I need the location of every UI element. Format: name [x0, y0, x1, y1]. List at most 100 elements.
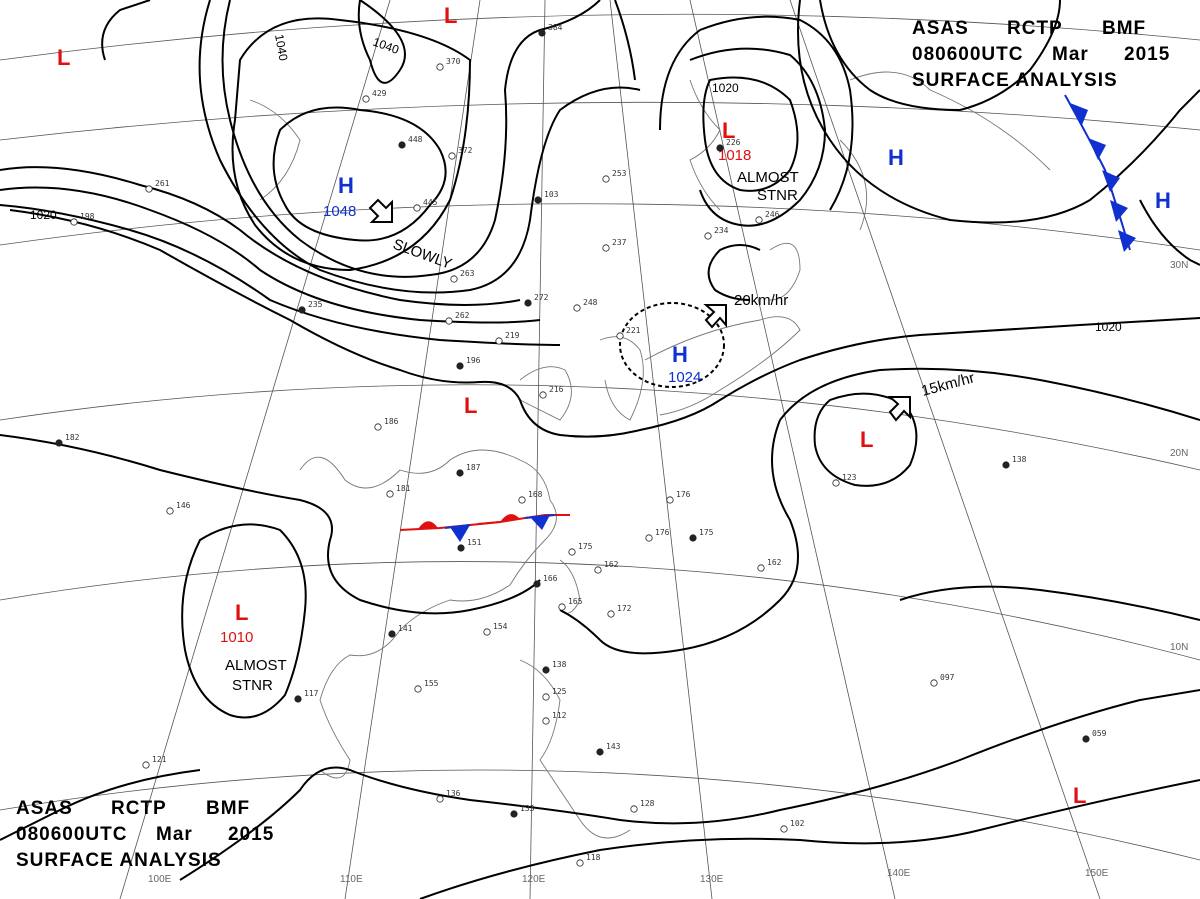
station-pressure: 123	[842, 473, 857, 482]
latitude-label: 20N	[1170, 448, 1188, 459]
station-pressure: 196	[466, 356, 481, 365]
header-year: 2015	[228, 824, 275, 845]
station-pressure: 143	[606, 742, 621, 751]
station-pressure: 272	[534, 293, 549, 302]
station-marker	[436, 795, 444, 803]
station-pressure: 175	[578, 542, 593, 551]
station-pressure: 235	[308, 300, 323, 309]
station-pressure: 151	[467, 538, 482, 547]
latitude-label: 30N	[1170, 260, 1188, 271]
station-marker	[542, 693, 550, 701]
station-pressure: 186	[384, 417, 399, 426]
station-pressure: 226	[726, 138, 741, 147]
motion-note: STNR	[757, 187, 798, 204]
low-center: L	[860, 427, 873, 452]
station-pressure: 253	[612, 169, 627, 178]
station-pressure: 138	[552, 660, 567, 669]
header-code: BMF	[206, 798, 251, 819]
coordinate-labels: 100E 110E 120E 130E 140E 150E 30N 20N 10…	[148, 260, 1188, 885]
station-pressure: 261	[155, 179, 170, 188]
station-marker	[780, 825, 788, 833]
pressure-systems: H 1048 H 1024 L 1018 L 1010 L H H L L L …	[57, 3, 1171, 808]
low-center: L	[1073, 783, 1086, 808]
station-marker	[689, 534, 697, 542]
station-marker	[1082, 735, 1090, 743]
station-marker	[542, 717, 550, 725]
station-pressure: 155	[424, 679, 439, 688]
motion-note: STNR	[232, 677, 273, 694]
header-agency: ASAS	[16, 798, 73, 819]
header-month: Mar	[156, 824, 193, 845]
isobar-label: 1040	[371, 35, 401, 57]
station-marker	[456, 469, 464, 477]
low-pressure-value: 1018	[718, 147, 751, 164]
motion-note: ALMOST	[225, 657, 287, 674]
station-marker	[495, 337, 503, 345]
isobar-label: 1040	[272, 33, 290, 62]
station-marker	[414, 685, 422, 693]
station-marker	[55, 439, 63, 447]
low-center: L	[57, 45, 70, 70]
station-pressure: 146	[176, 501, 191, 510]
station-marker	[538, 29, 546, 37]
header-title: SURFACE ANALYSIS	[912, 70, 1118, 91]
chart-header-top: ASAS RCTP BMF 080600UTC Mar 2015 SURFACE ANA…	[912, 16, 1187, 94]
station-pressure: 234	[714, 226, 729, 235]
high-center: H	[672, 342, 688, 367]
station-pressure: 221	[626, 326, 641, 335]
station-pressure: 154	[493, 622, 508, 631]
station-pressure: 370	[446, 57, 461, 66]
low-center: L	[444, 3, 457, 28]
station-marker	[524, 299, 532, 307]
low-center: L	[464, 393, 477, 418]
low-pressure-value: 1010	[220, 629, 253, 646]
station-pressure: 125	[552, 687, 567, 696]
isobar-label: 1020	[1095, 320, 1122, 334]
high-center: H	[888, 145, 904, 170]
station-pressure: 162	[767, 558, 782, 567]
station-pressure: 175	[699, 528, 714, 537]
station-marker	[630, 805, 638, 813]
stationary-front	[399, 514, 570, 542]
cold-front-northeast	[1064, 94, 1136, 252]
station-pressure: 172	[617, 604, 632, 613]
station-marker	[413, 204, 421, 212]
station-pressure: 181	[396, 484, 411, 493]
station-marker	[645, 534, 653, 542]
station-pressure: 128	[640, 799, 655, 808]
station-pressure: 176	[676, 490, 691, 499]
station-pressure: 138	[1012, 455, 1027, 464]
station-marker	[374, 423, 382, 431]
station-marker	[445, 317, 453, 325]
latitude-label: 10N	[1170, 642, 1188, 653]
station-marker	[607, 610, 615, 618]
station-pressure: 216	[549, 385, 564, 394]
station-marker	[518, 496, 526, 504]
station-marker	[602, 175, 610, 183]
station-marker	[666, 496, 674, 504]
station-pressure: 448	[408, 135, 423, 144]
motion-arrows	[368, 198, 911, 422]
motion-note: 15km/hr	[920, 369, 977, 399]
station-plots: 384 370 429 448 372 445 103 253 237 272 248 219 196 2…	[55, 23, 1107, 867]
station-pressure: 445	[423, 198, 438, 207]
header-time: 080600UTC	[16, 824, 128, 845]
longitude-label: 110E	[340, 874, 363, 885]
station-pressure: 097	[940, 673, 955, 682]
station-pressure: 429	[372, 89, 387, 98]
station-pressure: 248	[583, 298, 598, 307]
station-pressure: 141	[398, 624, 413, 633]
station-pressure: 121	[152, 755, 167, 764]
station-pressure: 165	[568, 597, 583, 606]
station-marker	[457, 544, 465, 552]
station-pressure: 168	[528, 490, 543, 499]
station-marker	[398, 141, 406, 149]
station-marker	[716, 144, 724, 152]
motion-note: 20km/hr	[734, 292, 788, 309]
header-agency: ASAS	[912, 18, 969, 39]
station-pressure: 112	[552, 711, 567, 720]
header-code: BMF	[1102, 18, 1147, 39]
longitude-label: 120E	[522, 874, 546, 885]
